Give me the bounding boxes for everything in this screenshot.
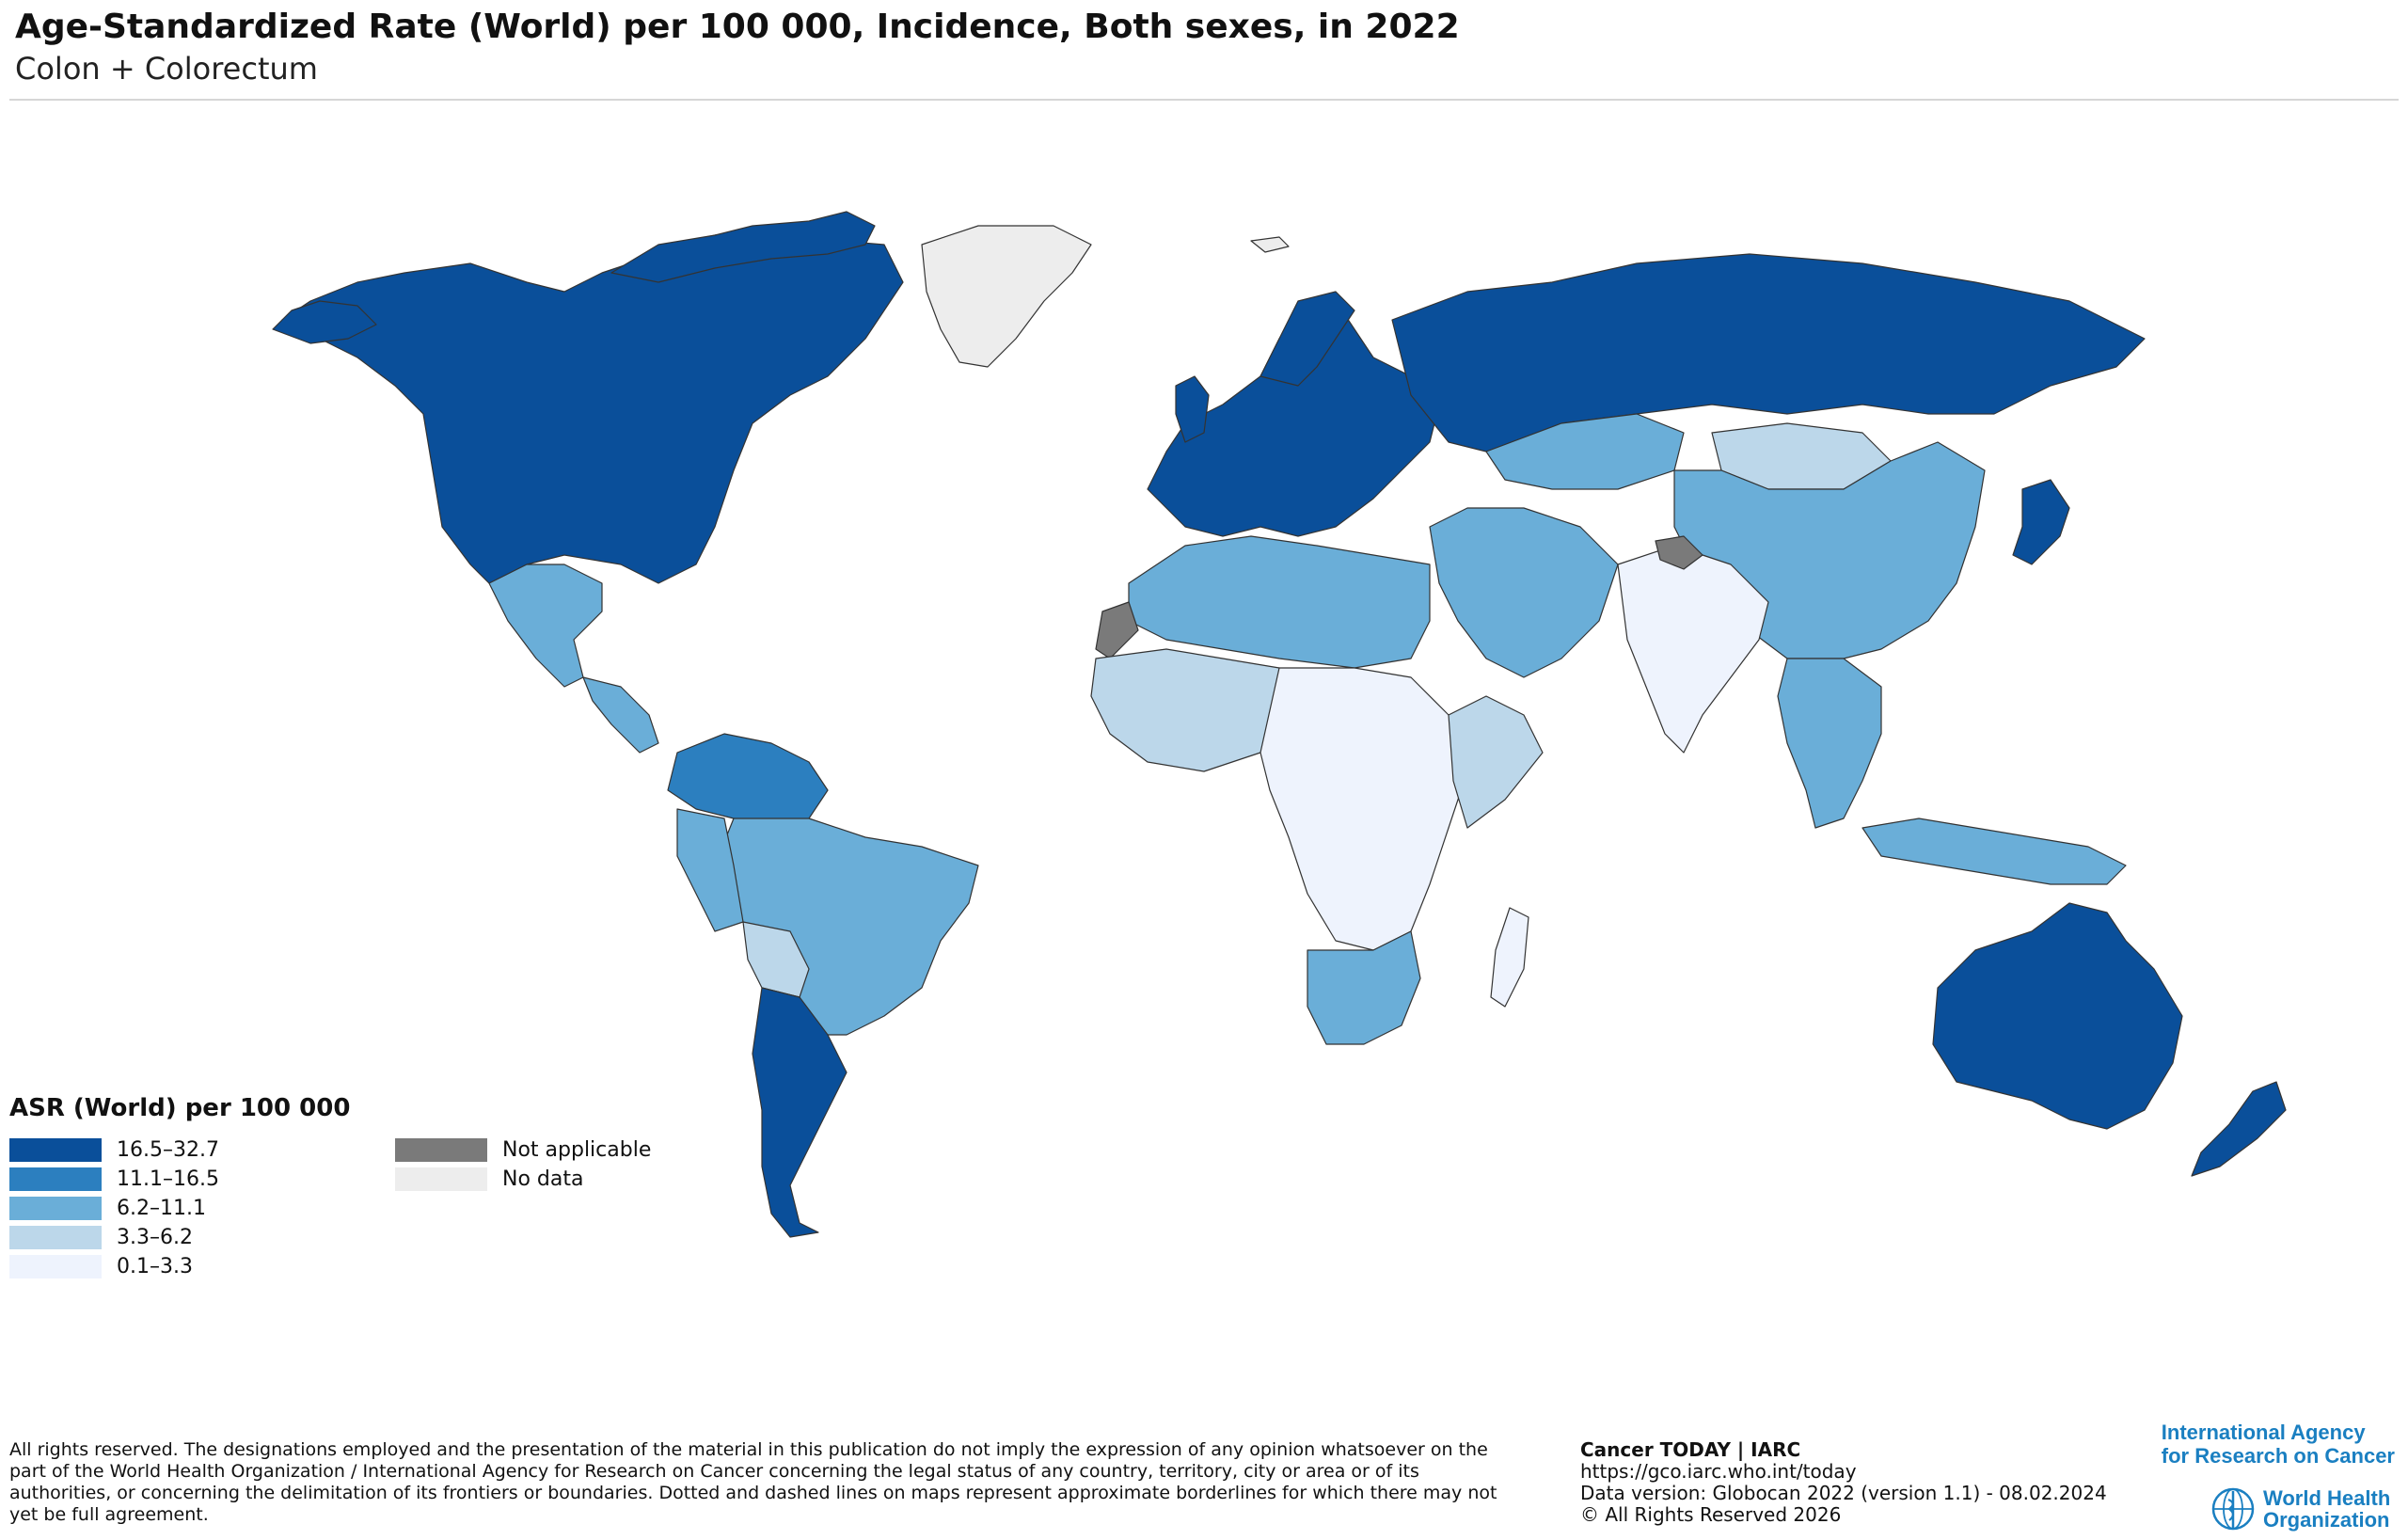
region-indonesia[interactable] — [1861, 818, 2127, 885]
region-new-zealand[interactable] — [2191, 1081, 2287, 1177]
legend-label: No data — [502, 1167, 584, 1191]
legend-extra: Not applicable No data — [395, 1135, 651, 1194]
legend-swatch — [9, 1255, 102, 1278]
legend-item: 11.1–16.5 — [9, 1165, 219, 1194]
who-logo: World Health Organization — [2210, 1486, 2390, 1532]
legend-label: 16.5–32.7 — [117, 1138, 219, 1162]
region-east-africa[interactable] — [1448, 695, 1544, 829]
legend-swatch — [9, 1226, 102, 1249]
map-title: Age-Standardized Rate (World) per 100 00… — [15, 8, 1460, 46]
region-iceland[interactable] — [1250, 236, 1290, 253]
region-india[interactable] — [1617, 545, 1769, 754]
region-scandinavia[interactable] — [1259, 291, 1355, 387]
region-russia[interactable] — [1391, 253, 2146, 452]
region-greenland[interactable] — [921, 225, 1092, 368]
region-western-sahara[interactable] — [1095, 601, 1139, 659]
region-argentina-chile[interactable] — [752, 987, 848, 1238]
who-emblem-icon — [2211, 1487, 2255, 1531]
iarc-logo-line1: International Agency — [2161, 1421, 2366, 1444]
map-subtitle: Colon + Colorectum — [15, 51, 318, 87]
region-mexico[interactable] — [488, 564, 603, 688]
legend-label: 11.1–16.5 — [117, 1167, 219, 1191]
legend-swatch — [9, 1138, 102, 1162]
title-divider — [9, 99, 2399, 101]
credits-url[interactable]: https://gco.iarc.who.int/today — [1580, 1460, 1857, 1483]
region-japan[interactable] — [2012, 479, 2070, 565]
legend-swatch — [9, 1167, 102, 1191]
legend-label: 0.1–3.3 — [117, 1255, 193, 1278]
credits-data-version: Data version: Globocan 2022 (version 1.1… — [1580, 1482, 2107, 1504]
legend-item: 0.1–3.3 — [9, 1252, 219, 1281]
region-southern-africa[interactable] — [1307, 930, 1421, 1045]
who-logo-line1: World Health — [2263, 1486, 2391, 1510]
region-middle-east[interactable] — [1429, 507, 1619, 678]
legend-swatch — [395, 1138, 487, 1162]
disclaimer-text: All rights reserved. The designations em… — [9, 1439, 1497, 1525]
legend-item: 16.5–32.7 — [9, 1135, 219, 1165]
region-peru[interactable] — [676, 808, 744, 932]
legend-label: 3.3–6.2 — [117, 1226, 193, 1249]
region-madagascar[interactable] — [1490, 907, 1529, 1008]
credits-source: Cancer TODAY | IARC — [1580, 1438, 1801, 1461]
legend-item: 3.3–6.2 — [9, 1223, 219, 1252]
legend-swatch — [395, 1167, 487, 1191]
region-north-america[interactable] — [281, 230, 904, 584]
region-southeast-asia[interactable] — [1777, 658, 1882, 829]
credits-copyright: © All Rights Reserved 2026 — [1580, 1503, 1842, 1526]
region-uk[interactable] — [1175, 375, 1210, 443]
legend-item: 6.2–11.1 — [9, 1194, 219, 1223]
iarc-logo-line2: for Research on Cancer — [2161, 1444, 2395, 1468]
region-north-africa[interactable] — [1128, 535, 1431, 669]
region-canada-islands[interactable] — [610, 211, 876, 283]
legend-item: No data — [395, 1165, 651, 1194]
region-alaska[interactable] — [272, 300, 377, 344]
legend-swatch — [9, 1197, 102, 1220]
legend-label: Not applicable — [502, 1138, 652, 1162]
legend: 16.5–32.7 11.1–16.5 6.2–11.1 3.3–6.2 0.1… — [9, 1135, 219, 1281]
who-logo-text: World Health Organization — [2263, 1487, 2390, 1531]
region-central-africa[interactable] — [1259, 667, 1468, 951]
iarc-logo: International Agency for Research on Can… — [2162, 1421, 2395, 1468]
legend-item: Not applicable — [395, 1135, 651, 1165]
region-australia[interactable] — [1932, 902, 2183, 1130]
credits: Cancer TODAY | IARC https://gco.iarc.who… — [1580, 1439, 2107, 1526]
region-central-america[interactable] — [582, 676, 659, 754]
legend-label: 6.2–11.1 — [117, 1197, 206, 1220]
who-logo-line2: Organization — [2263, 1508, 2390, 1532]
legend-title: ASR (World) per 100 000 — [9, 1094, 351, 1122]
region-kashmir[interactable] — [1655, 535, 1703, 570]
